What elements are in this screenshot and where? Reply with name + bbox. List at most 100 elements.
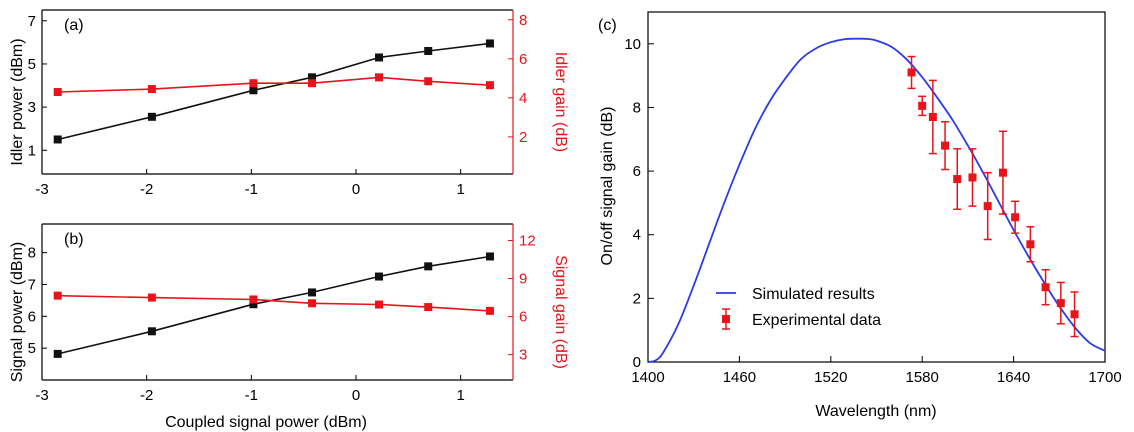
panel-b-series-left-point <box>375 272 384 281</box>
panel-a-x-tick-label: 0 <box>352 181 360 198</box>
experimental-point <box>1070 291 1079 338</box>
panel-b-series-right-point <box>308 299 317 308</box>
panel-c-y-tick-label: 0 <box>633 354 641 371</box>
panel-a: (a) Idler power (dBm) Idler gain (dB) -3… <box>9 9 569 198</box>
panel-b-series-left-point <box>53 349 62 358</box>
panel-label-a: (a) <box>64 17 84 34</box>
panel-b-series-left-point <box>147 327 156 336</box>
panel-b-x-tick-label: 0 <box>352 387 360 404</box>
panel-b-right-tick-label: 6 <box>519 309 527 326</box>
experimental-marker <box>1056 299 1065 308</box>
panel-b-series-right-point <box>249 295 258 304</box>
panel-a-right-tick-label: 8 <box>519 12 527 29</box>
panel-b-series-right-point <box>375 300 384 309</box>
experimental-point <box>907 55 916 90</box>
panel-a-series-right-point <box>308 79 317 88</box>
legend-experimental-marker <box>722 315 730 323</box>
experimental-point <box>1041 268 1050 306</box>
panel-b-x-tick-label: -1 <box>245 387 258 404</box>
panel-a-left-tick-label: 1 <box>28 142 36 159</box>
panel-a-series-left-point <box>53 135 62 144</box>
experimental-marker <box>968 173 977 182</box>
panel-b-series-left-point <box>485 252 494 261</box>
experimental-marker <box>1011 213 1020 222</box>
panel-c-x-tick-label: 1700 <box>1088 369 1121 386</box>
panel-a-series-right-point <box>53 88 62 96</box>
panel-a-x-tick-label: 1 <box>456 181 464 198</box>
panel-label-b: (b) <box>64 231 84 248</box>
experimental-point <box>998 130 1007 215</box>
panel-c-x-tick-label: 1640 <box>997 369 1030 386</box>
panel-a-series-left-point <box>375 53 384 62</box>
panel-b-series-left-point <box>424 262 433 271</box>
panel-c-x-tick-label: 1520 <box>814 369 847 386</box>
experimental-point <box>928 79 937 155</box>
panel-b-right-tick-label: 9 <box>519 271 527 288</box>
panel-c-y-tick-label: 4 <box>633 227 641 244</box>
panel-a-left-tick-label: 7 <box>28 13 36 30</box>
experimental-marker <box>1041 283 1050 292</box>
legend: Simulated results Experimental data <box>716 286 881 330</box>
panel-b-series-right-point <box>53 291 62 300</box>
panel-a-left-axis-label: Idler power (dBm) <box>9 38 26 165</box>
panel-c-x-tick-label: 1580 <box>906 369 939 386</box>
experimental-marker <box>983 202 992 211</box>
panel-a-series-right-point <box>485 81 494 90</box>
simulated-curve <box>647 37 1106 363</box>
panel-b-left-axis-label: Signal power (dBm) <box>9 242 26 383</box>
experimental-point <box>1011 200 1020 234</box>
experimental-point <box>1026 226 1035 263</box>
panel-b-right-tick-label: 3 <box>519 347 527 364</box>
legend-simulated-label: Simulated results <box>752 286 875 303</box>
panel-c-frame <box>647 11 1106 363</box>
panel-b-x-axis-label: Coupled signal power (dBm) <box>165 414 367 431</box>
panel-a-right-tick-label: 6 <box>519 51 527 68</box>
panel-b-right-tick-label: 12 <box>519 232 536 249</box>
experimental-marker <box>1026 240 1035 249</box>
panel-a-series-left-point <box>424 47 433 55</box>
panel-a-series-left-point <box>147 112 156 121</box>
panel-a-series-right-point <box>249 79 258 88</box>
experimental-point <box>918 95 927 117</box>
panel-b-x-tick-label: -2 <box>140 387 153 404</box>
panel-b-x-tick-label: -3 <box>35 387 48 404</box>
panel-c-y-tick-label: 10 <box>624 36 641 53</box>
panel-b-series-right-point <box>485 306 494 315</box>
panel-b: (b) Signal power (dBm) Signal gain (dB) … <box>9 223 569 431</box>
panel-a-series-right-point <box>424 77 433 86</box>
experimental-marker <box>1070 310 1079 319</box>
panel-c-x-tick-label: 1460 <box>723 369 756 386</box>
panel-a-right-tick-label: 2 <box>519 129 527 146</box>
panel-a-left-tick-label: 5 <box>28 56 36 73</box>
experimental-point <box>1056 281 1065 325</box>
panel-b-left-tick-label: 6 <box>28 308 36 325</box>
panel-b-series-left-point <box>249 300 258 309</box>
panel-a-right-tick-label: 4 <box>519 90 527 107</box>
panel-c: (c) On/off signal gain (dB) Wavelength (… <box>598 11 1122 420</box>
panel-a-series-right-point <box>375 73 384 82</box>
panel-a-series-left-point <box>308 73 317 82</box>
panel-a-right-axis-label: Idler gain (dB) <box>552 52 569 153</box>
experimental-marker <box>941 141 950 150</box>
panel-a-x-tick-label: -2 <box>140 181 153 198</box>
panel-c-y-axis-label: On/off signal gain (dB) <box>599 107 616 266</box>
panel-a-x-tick-label: -1 <box>245 181 258 198</box>
legend-experimental-label: Experimental data <box>752 312 881 329</box>
panel-c-x-axis-label: Wavelength (nm) <box>815 403 936 420</box>
experimental-point <box>941 121 950 171</box>
panel-c-y-tick-label: 8 <box>633 99 641 116</box>
panel-a-series-left-point <box>485 39 494 48</box>
panel-a-left-tick-label: 3 <box>28 99 36 116</box>
experimental-marker <box>907 68 916 77</box>
experimental-marker <box>928 113 937 121</box>
panel-a-series-right-point <box>147 85 156 94</box>
panel-b-series-left-point <box>308 288 317 297</box>
panel-c-y-tick-label: 6 <box>633 163 641 180</box>
experimental-point <box>983 171 992 241</box>
panel-a-x-tick-label: -3 <box>35 181 48 198</box>
experimental-marker <box>998 168 1007 177</box>
experimental-point <box>953 148 962 211</box>
panel-a-series-left-line <box>57 42 491 141</box>
panel-label-c: (c) <box>598 17 617 34</box>
